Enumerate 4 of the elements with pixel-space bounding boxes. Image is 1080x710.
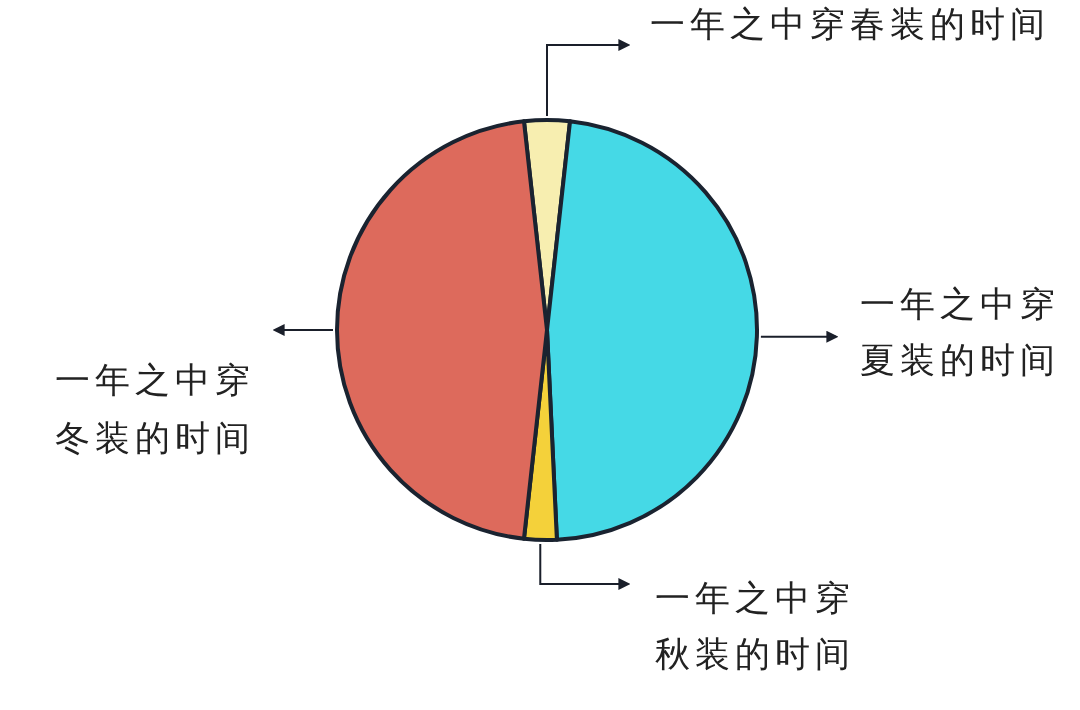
slice-label: 一年之中穿冬装的时间 — [55, 360, 255, 458]
slice-label: 一年之中穿夏装的时间 — [860, 284, 1060, 380]
slice-label: 一年之中穿春装的时间 — [650, 4, 1050, 44]
slice-label: 一年之中穿秋装的时间 — [655, 578, 855, 674]
